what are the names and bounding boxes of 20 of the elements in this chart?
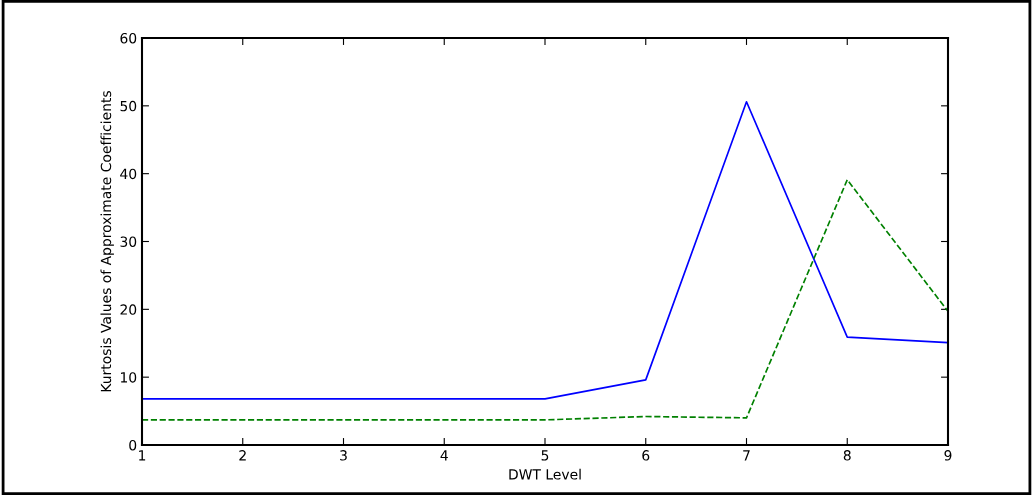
- line-series: [142, 178, 948, 421]
- y-tick-label: 60: [120, 32, 137, 44]
- x-tick-label: 9: [944, 450, 952, 461]
- x-tick-label: 6: [642, 450, 650, 461]
- line-series: [142, 100, 948, 400]
- x-tick-label: 1: [139, 450, 146, 461]
- y-axis-title: Kurtosis Values of Approximate Coefficients: [100, 91, 114, 392]
- x-tick-label: 5: [541, 450, 549, 461]
- y-tick-label: 10: [120, 372, 137, 383]
- x-tick-label: 2: [239, 450, 246, 461]
- y-tick-label: 0: [129, 439, 137, 451]
- x-tick-label: 7: [743, 450, 750, 461]
- x-axis-title: DWT Level: [509, 468, 581, 480]
- y-tick-label: 40: [120, 168, 137, 180]
- x-tick-label: 3: [340, 450, 347, 461]
- x-tick-label: 4: [440, 450, 448, 461]
- x-tick-label: 8: [843, 450, 851, 461]
- y-tick-label: 50: [120, 100, 137, 112]
- y-tick-label: 30: [120, 236, 137, 247]
- y-tick-label: 20: [120, 304, 137, 315]
